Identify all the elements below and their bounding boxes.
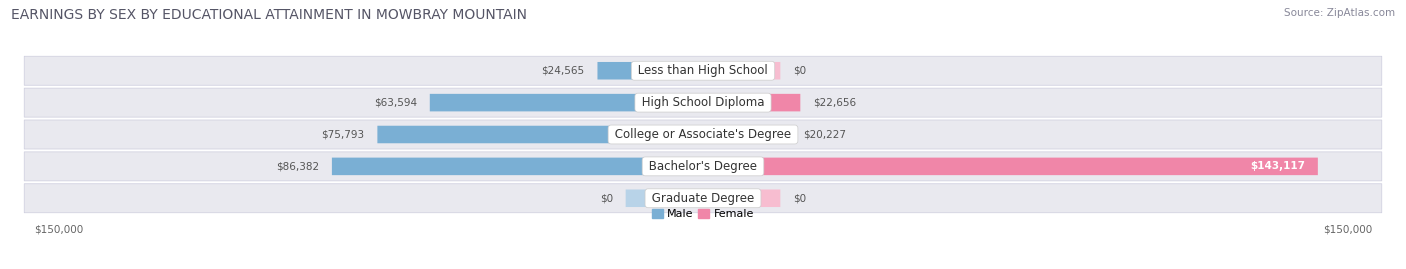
Text: $63,594: $63,594 bbox=[374, 98, 418, 108]
FancyBboxPatch shape bbox=[430, 94, 703, 111]
Text: $0: $0 bbox=[793, 66, 807, 76]
FancyBboxPatch shape bbox=[703, 62, 780, 80]
FancyBboxPatch shape bbox=[703, 158, 1317, 175]
Text: Graduate Degree: Graduate Degree bbox=[648, 192, 758, 205]
Text: $22,656: $22,656 bbox=[813, 98, 856, 108]
FancyBboxPatch shape bbox=[24, 56, 1382, 85]
FancyBboxPatch shape bbox=[626, 189, 703, 207]
Text: $143,117: $143,117 bbox=[1250, 161, 1305, 171]
Text: EARNINGS BY SEX BY EDUCATIONAL ATTAINMENT IN MOWBRAY MOUNTAIN: EARNINGS BY SEX BY EDUCATIONAL ATTAINMEN… bbox=[11, 8, 527, 22]
Text: Less than High School: Less than High School bbox=[634, 64, 772, 77]
FancyBboxPatch shape bbox=[24, 152, 1382, 181]
Text: $24,565: $24,565 bbox=[541, 66, 585, 76]
Text: High School Diploma: High School Diploma bbox=[638, 96, 768, 109]
Text: $86,382: $86,382 bbox=[276, 161, 319, 171]
Text: $20,227: $20,227 bbox=[803, 129, 846, 140]
FancyBboxPatch shape bbox=[24, 184, 1382, 213]
FancyBboxPatch shape bbox=[24, 120, 1382, 149]
FancyBboxPatch shape bbox=[703, 94, 800, 111]
Text: $0: $0 bbox=[599, 193, 613, 203]
FancyBboxPatch shape bbox=[703, 189, 780, 207]
FancyBboxPatch shape bbox=[332, 158, 703, 175]
Text: $0: $0 bbox=[793, 193, 807, 203]
FancyBboxPatch shape bbox=[703, 126, 790, 143]
Text: Bachelor's Degree: Bachelor's Degree bbox=[645, 160, 761, 173]
FancyBboxPatch shape bbox=[24, 88, 1382, 117]
FancyBboxPatch shape bbox=[377, 126, 703, 143]
Legend: Male, Female: Male, Female bbox=[647, 204, 759, 224]
Text: $75,793: $75,793 bbox=[322, 129, 364, 140]
FancyBboxPatch shape bbox=[598, 62, 703, 80]
Text: Source: ZipAtlas.com: Source: ZipAtlas.com bbox=[1284, 8, 1395, 18]
Text: College or Associate's Degree: College or Associate's Degree bbox=[612, 128, 794, 141]
